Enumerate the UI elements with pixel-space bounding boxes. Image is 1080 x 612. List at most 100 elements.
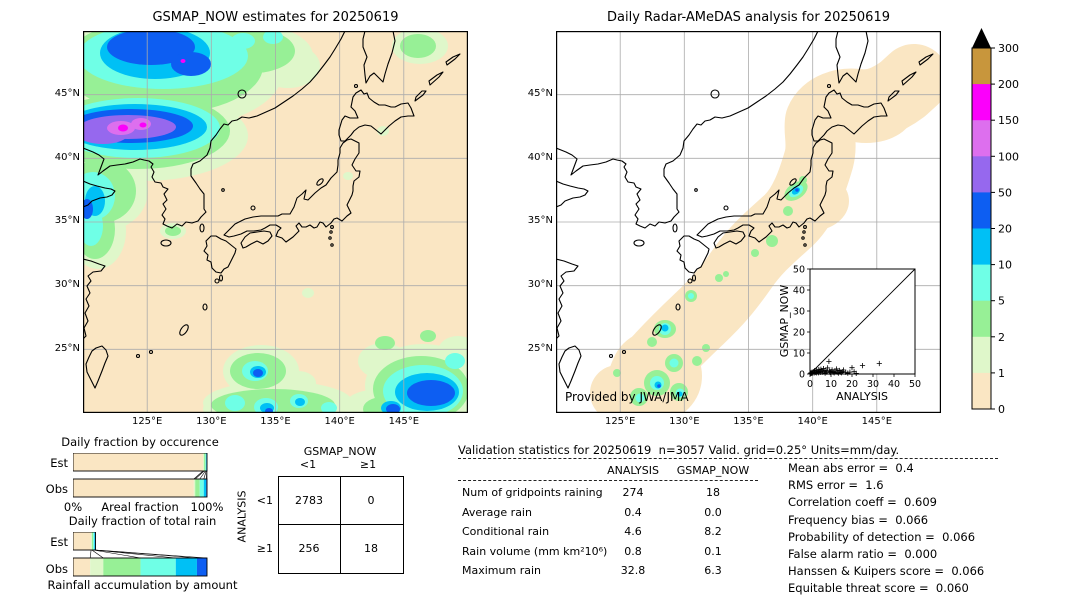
totalrain-chart-title: Daily fraction of total rain xyxy=(68,514,217,528)
totalrain-bars xyxy=(73,532,208,577)
right-lon-tick: 130°E xyxy=(669,416,700,427)
left-lon-tick: 125°E xyxy=(131,416,163,427)
colorbar-tick-label: 50 xyxy=(998,186,1012,199)
inset-y-tick-label: 50 xyxy=(793,265,805,276)
contingency-cell-11: 18 xyxy=(364,542,378,555)
validation-analysis-value: 32.8 xyxy=(620,564,646,578)
validation-row: Num of gridpoints raining 274 18 xyxy=(458,486,788,506)
left-map-title: GSMAP_NOW estimates for 20250619 xyxy=(152,10,399,25)
validation-score: False alarm ratio = 0.000 xyxy=(788,546,938,561)
validation-gsmap-value: 0.0 xyxy=(704,505,722,519)
validation-analysis-value: 0.8 xyxy=(624,544,642,558)
inset-y-tick-label: 20 xyxy=(793,328,805,339)
validation-row: Rain volume (mm km²10⁶) 0.8 0.1 xyxy=(458,545,788,565)
colorbar-tick-label: 20 xyxy=(998,223,1012,236)
bar-segment xyxy=(90,558,104,576)
bar-segment xyxy=(195,479,200,497)
bar-outline xyxy=(73,532,96,551)
bar-segment xyxy=(94,532,96,550)
bar-segment xyxy=(193,479,196,497)
contingency-cell-01: 0 xyxy=(367,494,375,507)
contingency-cell-10: 256 xyxy=(298,542,320,555)
left-lat-tick: 25°N xyxy=(54,342,80,354)
scatter-point xyxy=(826,358,832,364)
left-map-frame xyxy=(83,31,468,413)
scatter-point xyxy=(825,365,831,371)
inset-x-tick-label: 10 xyxy=(825,379,837,390)
right-lat-tick: 25°N xyxy=(527,342,553,354)
inset-y-tick-label: 30 xyxy=(793,307,805,318)
right-lon-tick: 140°E xyxy=(797,416,828,427)
bar-connector xyxy=(91,549,104,559)
validation-analysis-value: 274 xyxy=(622,486,644,499)
inset-x-tick-label: 20 xyxy=(846,379,858,390)
left-lon-tick: 135°E xyxy=(260,416,291,427)
validation-rows: Num of gridpoints raining 274 18 Average ra… xyxy=(458,486,788,584)
validation-row-label: Maximum rain xyxy=(462,564,541,578)
validation-analysis-value: 4.6 xyxy=(624,525,642,539)
right-map-frame xyxy=(556,31,941,413)
colorbar-tick-label: 100 xyxy=(998,150,1019,163)
colorbar-segment xyxy=(972,372,991,410)
right-lat-tick: 45°N xyxy=(527,88,553,100)
inset-x-tick-label: 40 xyxy=(888,379,900,390)
right-map-title: Daily Radar-AMeDAS analysis for 20250619 xyxy=(607,10,890,25)
bar-segment xyxy=(91,532,94,550)
validation-score: Hanssen & Kuipers score = 0.066 xyxy=(788,564,985,579)
colorbar-segment xyxy=(972,84,991,121)
credit-text: Provided by JWA/JMA xyxy=(565,390,689,404)
validation-score: Correlation coeff = 0.609 xyxy=(788,495,937,510)
validation-analysis-value: 0.4 xyxy=(624,505,642,519)
bar-segment xyxy=(73,453,203,471)
left-lat-tick: 45°N xyxy=(54,88,80,100)
bar-segment xyxy=(206,453,207,471)
occurrence-obs-label: Obs xyxy=(45,482,68,496)
left-lat-tick: 30°N xyxy=(54,279,80,291)
scatter-point xyxy=(829,367,835,373)
bar-connector xyxy=(195,470,205,480)
validation-gsmap-value: 6.3 xyxy=(704,564,722,578)
scatter-point xyxy=(876,360,882,367)
bar-segment xyxy=(202,453,205,471)
contingency-col-label-lt1: <1 xyxy=(299,458,317,471)
validation-header: Validation statistics for 20250619 n=305… xyxy=(458,443,900,457)
colorbar-segment xyxy=(972,300,991,338)
occurrence-x-label: Areal fraction xyxy=(101,500,179,514)
colorbar-tick-label: 10 xyxy=(998,259,1012,272)
bar-segment xyxy=(199,479,204,497)
occurrence-est-label: Est xyxy=(50,456,68,470)
bar-outline xyxy=(73,453,208,472)
scatter-point xyxy=(849,365,855,371)
validation-row-label: Num of gridpoints raining xyxy=(462,486,603,499)
radar-precip-field xyxy=(613,176,808,406)
bar-connector xyxy=(203,470,207,480)
validation-score: Mean abs error = 0.4 xyxy=(788,461,914,475)
bar-segment xyxy=(103,558,141,576)
scatter-point xyxy=(833,366,840,372)
bar-segment xyxy=(93,532,95,550)
dashed-rule-top xyxy=(458,458,998,459)
inset-x-tick-label: 50 xyxy=(909,379,921,390)
radar-amedas-map xyxy=(556,31,941,413)
validation-row-label: Rain volume (mm km²10⁶) xyxy=(462,544,608,558)
colorbar-tick-label: 300 xyxy=(998,42,1019,55)
gsmap-estimate-map xyxy=(83,31,468,413)
totalrain-x-label: Rainfall accumulation by amount xyxy=(47,578,238,592)
colorbar-segment xyxy=(972,156,991,193)
bar-segment xyxy=(91,532,92,550)
bar-connector xyxy=(94,549,176,559)
colorbar-tick-label: 200 xyxy=(998,78,1019,91)
validation-scatter-inset: 00 10 10 20 20 30 30 40 40 50 50 ANALYSIS GSMAP_NOW xyxy=(778,265,921,403)
left-lon-tick: 140°E xyxy=(324,416,355,427)
validation-row: Average rain 0.4 0.0 xyxy=(458,506,788,526)
bar-segment xyxy=(196,558,207,576)
occurrence-x-min: 0% xyxy=(63,500,83,514)
right-lat-tick: 35°N xyxy=(527,215,553,227)
bar-connector xyxy=(199,470,206,480)
bar-connector xyxy=(93,549,141,559)
scatter-point xyxy=(859,363,866,369)
colorbar-segment xyxy=(972,264,991,302)
contingency-table xyxy=(278,476,404,574)
validation-score: Probability of detection = 0.066 xyxy=(788,529,976,544)
